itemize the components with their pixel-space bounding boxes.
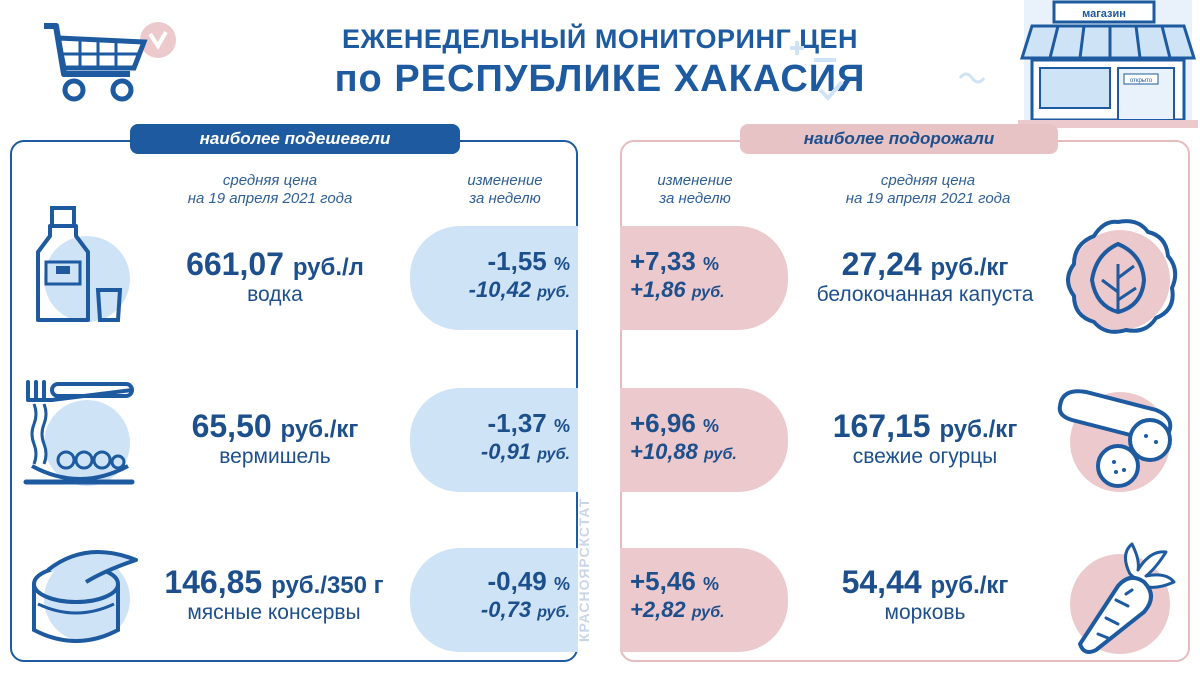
carrot-name: морковь xyxy=(884,601,966,624)
canned-meat-name: мясные консервы xyxy=(187,601,361,624)
cucumber-price: 167,15 руб./кг свежие огурцы xyxy=(790,408,1060,469)
title-line-2: по РЕСПУБЛИКЕ ХАКАСИЯ xyxy=(334,58,866,100)
cucumber-change-pill xyxy=(620,388,788,492)
cabbage-icon xyxy=(1066,219,1178,334)
cabbage-name: белокочанная капуста xyxy=(816,283,1034,306)
canned-meat-price: 146,85 руб./350 г мясные консервы xyxy=(126,564,422,625)
left-price-header: средняя цена на 19 апреля 2021 года xyxy=(187,172,353,207)
store-icon: магазин открыто xyxy=(1018,0,1198,128)
store-sign: магазин xyxy=(1082,8,1126,20)
title-line-1: ЕЖЕНЕДЕЛЬНЫЙ МОНИТОРИНГ ЦЕН xyxy=(341,24,859,54)
cucumber-change: +6,96 % +10,88 руб. xyxy=(630,408,737,464)
vodka-name: водка xyxy=(247,283,303,306)
cheaper-tab-label: наиболее подешевели xyxy=(130,124,460,154)
carrot-price: 54,44 руб./кг морковь xyxy=(790,564,1060,625)
vodka-change-pill xyxy=(410,226,578,330)
right-change-header: изменение за неделю xyxy=(657,172,733,207)
canned-meat-change: -0,49 % -0,73 руб. xyxy=(480,566,570,622)
store-door-sign: открыто xyxy=(1130,78,1153,84)
vodka-price: 661,07 руб./л водка xyxy=(150,246,400,307)
shopping-cart-icon xyxy=(44,22,176,102)
carrot-icon xyxy=(1078,542,1176,654)
cabbage-change-pill xyxy=(620,226,788,330)
noodles-icon xyxy=(23,380,135,485)
left-change-header: изменение за неделю xyxy=(467,172,543,207)
cucumber-name: свежие огурцы xyxy=(852,445,998,468)
noodles-change-pill xyxy=(410,388,578,492)
vodka-bottle-icon xyxy=(36,206,123,322)
watermark: КРАСНОЯРСКСТАТ xyxy=(576,497,592,643)
right-price-header: средняя цена на 19 апреля 2021 года xyxy=(845,172,1011,207)
noodles-price: 65,50 руб./кг вермишель xyxy=(150,408,400,469)
carrot-change-pill xyxy=(620,548,788,652)
noodles-change: -1,37 % -0,91 руб. xyxy=(480,408,570,464)
noodles-name: вермишель xyxy=(219,445,331,468)
canned-meat-icon xyxy=(32,550,138,643)
carrot-change: +5,46 % +2,82 руб. xyxy=(630,566,725,622)
decorative-marks xyxy=(790,41,986,101)
cabbage-price: 27,24 руб./кг белокочанная капуста xyxy=(790,246,1060,307)
pricier-tab-label: наиболее подорожали xyxy=(740,124,1058,154)
vodka-change: -1,55 % -10,42 руб. xyxy=(468,246,570,302)
canned-meat-change-pill xyxy=(410,548,578,652)
cabbage-change: +7,33 % +1,86 руб. xyxy=(630,246,725,302)
cucumber-icon xyxy=(1057,389,1173,488)
